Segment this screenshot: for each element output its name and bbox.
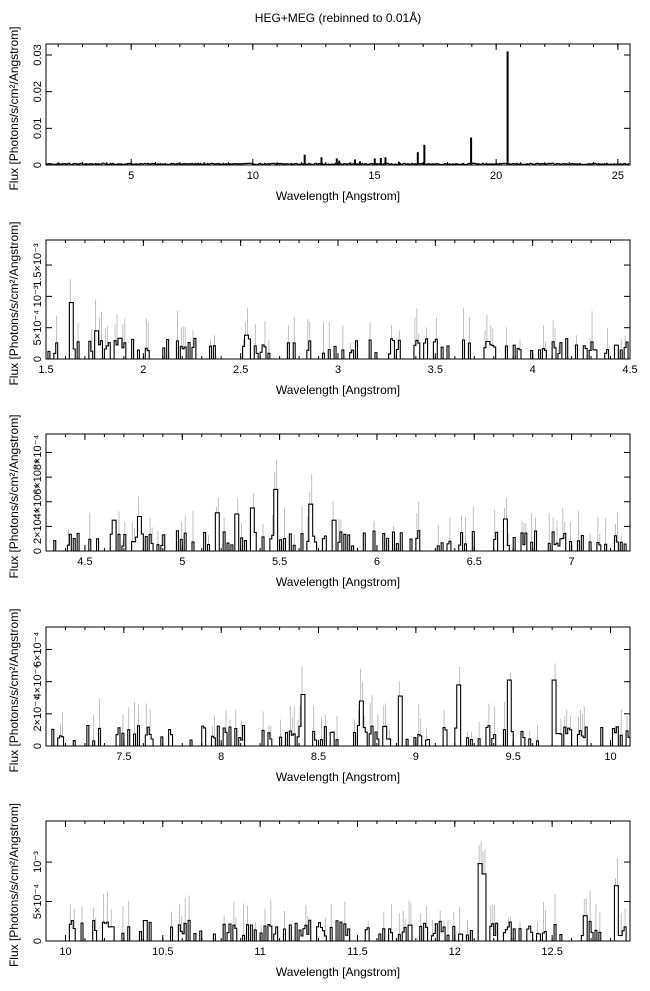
- figure-title: HEG+MEG (rebinned to 0.01Å): [255, 10, 421, 25]
- x-tick-label: 3: [335, 364, 341, 376]
- y-axis: 0 5×10⁻⁴ 10⁻³: [32, 851, 630, 944]
- y-axis-label: Flux [Photons/s/cm²/Angstrom]: [7, 414, 21, 578]
- x-tick-label: 4.5: [622, 364, 637, 376]
- plot-area: [46, 663, 631, 747]
- y-axis-label: Flux [Photons/s/cm²/Angstrom]: [7, 26, 21, 190]
- x-tick-label: 9.5: [506, 751, 521, 763]
- y-tick-label: 6×10⁻⁴: [32, 459, 44, 495]
- x-tick-label: 20: [490, 170, 502, 182]
- plot-area: [46, 459, 630, 552]
- y-axis-label: Flux [Photons/s/cm²/Angstrom]: [7, 221, 21, 385]
- panel-5: 10 10.5 11 11.5 12 12.5 Wavelength [Angstrom] 0…: [7, 803, 631, 979]
- y-tick-label: 2×10⁻⁴: [32, 696, 44, 732]
- y-tick-label: 0: [32, 938, 44, 944]
- y-tick-label: 5×10⁻⁴: [32, 884, 44, 920]
- x-tick-label: 11: [254, 946, 265, 958]
- x-tick-label: 10: [604, 751, 616, 763]
- spectrum-histogram: [46, 863, 630, 942]
- x-tick-label: 10: [247, 170, 259, 182]
- y-tick-label: 0.03: [32, 44, 44, 65]
- y-tick-label: 0: [32, 356, 44, 362]
- plot-area: [45, 51, 630, 166]
- y-tick-label: 0.02: [32, 81, 44, 102]
- y-tick-label: 0: [32, 743, 44, 749]
- y-axis-label: Flux [Photons/s/cm²/Angstrom]: [7, 608, 21, 772]
- y-tick-label: 0.01: [32, 118, 44, 139]
- error-bars: [56, 279, 626, 354]
- y-axis: 0 2×10⁻⁴4×10⁻⁴6×10⁻⁴8×10⁻⁴: [32, 435, 630, 554]
- x-tick-label: 6.5: [467, 556, 482, 568]
- y-tick-label: 0: [32, 162, 44, 168]
- x-tick-label: 25: [612, 170, 624, 182]
- error-bars: [67, 459, 622, 547]
- plot-area: [46, 279, 630, 360]
- x-axis-label: Wavelength [Angstrom]: [276, 383, 400, 397]
- x-tick-label: 4: [530, 364, 536, 376]
- x-axis: 10 10.5 11 11.5 12 12.5: [45, 821, 631, 958]
- spectrum-histogram: [46, 302, 630, 360]
- y-tick-label: 2×10⁻⁴: [32, 508, 44, 544]
- y-axis: 0 0.01 0.02 0.03: [32, 44, 630, 168]
- y-tick-label: 6×10⁻⁴: [32, 632, 44, 668]
- y-tick-label: 4×10⁻⁴: [32, 484, 44, 520]
- y-tick-label: 10⁻³: [32, 285, 44, 307]
- error-bars: [60, 663, 628, 741]
- x-tick-label: 3.5: [428, 364, 443, 376]
- plot-frame: [45, 626, 631, 747]
- x-axis-label: Wavelength [Angstrom]: [276, 965, 400, 979]
- x-axis: 1.5 2 2.5 3 3.5 4 4.5: [38, 240, 638, 376]
- error-bars: [69, 840, 626, 936]
- panel-4: 7.5 8 8.5 9 9.5 10 Wavelength [Angstrom] 0 2×10⁻…: [7, 608, 631, 784]
- y-tick-label: 5×10⁻⁴: [32, 310, 44, 346]
- x-axis-label: Wavelength [Angstrom]: [276, 575, 400, 589]
- x-tick-label: 2: [140, 364, 146, 376]
- x-tick-label: 8: [218, 751, 224, 763]
- x-tick-label: 15: [368, 170, 380, 182]
- panel-2: 1.5 2 2.5 3 3.5 4 4.5 Wavelength [Angstrom] 0 5×1…: [7, 221, 638, 397]
- x-tick-label: 7.5: [116, 751, 131, 763]
- x-axis-label: Wavelength [Angstrom]: [276, 770, 400, 784]
- x-axis: 4.5 5 5.5 6 6.5 7: [45, 434, 631, 568]
- x-tick-label: 12: [449, 946, 461, 958]
- y-tick-label: 1.5×10⁻³: [32, 243, 44, 287]
- x-tick-label: 2.5: [233, 364, 248, 376]
- y-tick-label: 10⁻³: [32, 851, 44, 873]
- x-axis: 5 10 15 20 25: [57, 44, 624, 182]
- x-axis-label: Wavelength [Angstrom]: [276, 189, 400, 203]
- x-tick-label: 1.5: [38, 364, 53, 376]
- x-tick-label: 5.5: [272, 556, 287, 568]
- y-axis: 0 5×10⁻⁴ 10⁻³1.5×10⁻³: [32, 243, 630, 362]
- plot-frame: [45, 43, 631, 166]
- x-tick-label: 7: [569, 556, 575, 568]
- x-tick-label: 9: [413, 751, 419, 763]
- x-tick-label: 6: [374, 556, 380, 568]
- panel-3: 4.5 5 5.5 6 6.5 7 Wavelength [Angstrom] 0 2×10⁻⁴…: [7, 414, 631, 589]
- plot-frame: [45, 433, 631, 552]
- x-tick-label: 11.5: [347, 946, 368, 958]
- y-tick-label: 8×10⁻⁴: [32, 435, 44, 471]
- x-tick-label: 4.5: [77, 556, 92, 568]
- plot-area: [46, 840, 630, 942]
- x-tick-label: 10: [59, 946, 71, 958]
- spectrum-histogram: [46, 488, 630, 552]
- x-axis: 7.5 8 8.5 9 9.5 10: [45, 627, 631, 763]
- x-tick-label: 12.5: [541, 946, 562, 958]
- x-tick-label: 10.5: [152, 946, 173, 958]
- y-axis: 0 2×10⁻⁴4×10⁻⁴6×10⁻⁴: [32, 632, 630, 749]
- x-tick-label: 5: [128, 170, 134, 182]
- y-tick-label: 4×10⁻⁴: [32, 664, 44, 700]
- x-tick-label: 8.5: [311, 751, 326, 763]
- y-tick-label: 0: [32, 548, 44, 554]
- spectrum-histogram: [46, 679, 631, 747]
- y-axis-label: Flux [Photons/s/cm²/Angstrom]: [7, 803, 21, 967]
- x-tick-label: 5: [179, 556, 185, 568]
